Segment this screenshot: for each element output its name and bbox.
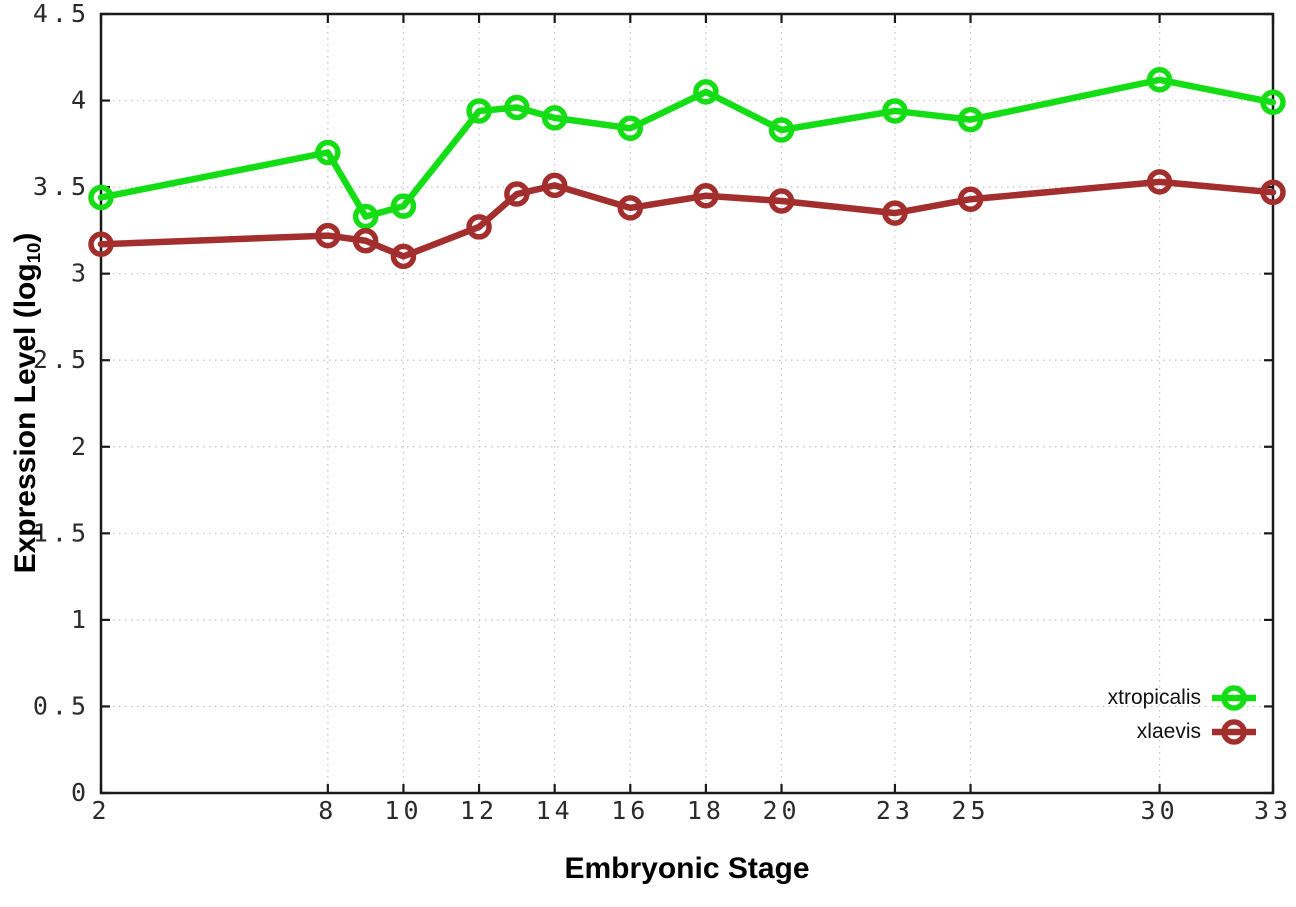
y-tick-label: 3.5 [33, 172, 90, 201]
x-tick-label: 10 [384, 796, 422, 825]
data-point-xlaevis [768, 188, 795, 214]
y-tick-label: 1 [71, 605, 90, 634]
data-point-xlaevis [617, 195, 644, 221]
data-point-xtropicalis [617, 115, 644, 142]
legend-entry-xtropicalis: xtropicalis [1108, 681, 1258, 715]
y-tick-label: 4.5 [33, 0, 90, 28]
legend-point-sample [1221, 685, 1247, 711]
x-axis-title: Embryonic Stage [564, 852, 810, 885]
y-tick-label: 3 [71, 259, 90, 288]
data-point-xtropicalis [504, 94, 530, 121]
data-point-xlaevis [466, 214, 492, 240]
legend-marker-icon-xlaevis [1212, 719, 1256, 745]
data-point-xlaevis [352, 228, 379, 254]
x-tick-label: 20 [762, 796, 800, 825]
data-point-xtropicalis [390, 193, 417, 219]
data-point-xtropicalis [352, 203, 379, 230]
data-point-xlaevis [504, 181, 530, 207]
legend-entry-xlaevis: xlaevis [1108, 715, 1258, 749]
data-point-xlaevis [882, 200, 908, 226]
data-point-xtropicalis [88, 184, 114, 211]
data-point-xlaevis [1146, 169, 1173, 195]
x-tick-label: 18 [687, 796, 725, 825]
y-tick-label: 0.5 [33, 691, 90, 720]
y-axis-title: Expression Level (log10) [9, 233, 45, 574]
y-axis-title-text: Expression Level (log [8, 263, 42, 574]
data-point-xtropicalis [768, 117, 795, 143]
y-tick-label: 2 [71, 432, 90, 461]
x-tick-label: 14 [536, 796, 574, 825]
y-tick-label: 2.5 [33, 345, 90, 374]
legend-label-xtropicalis: xtropicalis [1107, 686, 1201, 709]
legend: xtropicalis xlaevis [1108, 681, 1258, 749]
legend-label-xlaevis: xlaevis [1136, 720, 1201, 743]
y-tick-label: 1.5 [33, 518, 90, 547]
x-tick-label: 12 [460, 796, 498, 825]
y-axis-title-close: ) [8, 232, 42, 243]
data-point-xtropicalis [882, 98, 908, 124]
data-point-xlaevis [88, 231, 114, 257]
data-point-xlaevis [390, 243, 417, 270]
data-point-xlaevis [693, 183, 719, 209]
data-point-xtropicalis [1260, 89, 1286, 116]
legend-point-sample [1221, 719, 1247, 745]
x-tick-label: 33 [1254, 796, 1292, 825]
data-point-xlaevis [315, 222, 341, 249]
legend-marker-icon-xtropicalis [1212, 685, 1256, 711]
x-tick-label: 30 [1141, 796, 1179, 825]
x-tick-label: 23 [876, 796, 914, 825]
x-tick-label: 2 [91, 796, 110, 825]
series-line-xlaevis [97, 178, 1277, 260]
y-tick-label: 0 [71, 778, 90, 807]
data-point-xtropicalis [1146, 67, 1173, 93]
x-tick-label: 16 [611, 796, 649, 825]
x-tick-label: 25 [951, 796, 989, 825]
data-point-xtropicalis [541, 105, 568, 131]
plot-border [99, 12, 1275, 795]
data-point-xtropicalis [315, 139, 341, 166]
data-point-xtropicalis [693, 79, 719, 105]
data-point-xtropicalis [957, 106, 984, 133]
x-tick-label: 8 [318, 796, 337, 825]
data-point-xtropicalis [466, 98, 492, 124]
data-point-xlaevis [957, 186, 984, 212]
y-tick-label: 4 [71, 86, 90, 115]
data-point-xlaevis [541, 172, 568, 199]
y-axis-title-subscript: 10 [23, 242, 45, 264]
data-point-xlaevis [1260, 179, 1286, 206]
